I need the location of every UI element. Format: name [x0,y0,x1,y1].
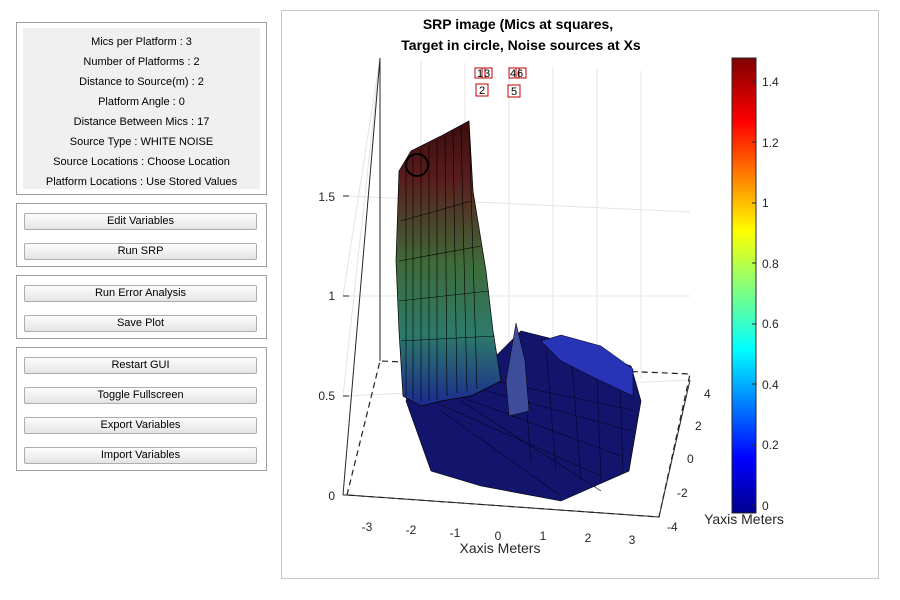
peak-mesh-lines [398,122,496,401]
utility-button-group: Restart GUI Toggle Fullscreen Export Var… [16,347,267,471]
mic-marker-1 [474,67,486,79]
mic-label-2: 2 [479,85,485,97]
colorbar-tick-0: 0 [762,499,769,513]
mic-marker-5 [507,84,521,98]
plot-title-line2: Target in circle, Noise sources at Xs [401,37,641,53]
export-variables-button[interactable]: Export Variables [24,417,257,434]
mic-label-1: 1 [477,68,483,80]
target-circle-marker [405,153,429,177]
info-distance-between-mics: Distance Between Mics : 17 [73,116,210,128]
info-source-locations: Source Locations : Choose Location [53,156,230,168]
y-axis-label: Yaxis Meters [704,511,784,527]
axes-floor-box [346,360,691,518]
axes-box-edges [342,57,381,496]
mic-label-5: 5 [511,86,517,98]
mic-marker-6 [515,67,527,79]
info-mics-per-platform: Mics per Platform : 3 [91,36,192,48]
x-tick--2: -2 [406,523,417,537]
info-platform-angle: Platform Angle : 0 [98,96,185,108]
y-axis-line [658,379,691,518]
toggle-fullscreen-button[interactable]: Toggle Fullscreen [24,387,257,404]
x-tick--3: -3 [362,520,373,534]
z-tick-0.5: 0.5 [318,389,335,403]
x-tick--1: -1 [450,526,461,540]
x-tick-3: 3 [629,533,636,547]
y-tick-4: 4 [704,387,711,401]
run-button-group: Edit Variables Run SRP [16,203,267,267]
y-tick-2: 2 [695,419,702,433]
z-tick-1.5: 1.5 [318,190,335,204]
mic-label-4: 4 [510,68,516,80]
colorbar-tick-1: 1 [762,196,769,210]
run-srp-button[interactable]: Run SRP [24,243,257,260]
surface-right-ridge [540,334,634,397]
colorbar-tick-1.4: 1.4 [762,75,779,89]
analysis-button-group: Run Error Analysis Save Plot [16,275,267,339]
y-tick--4: -4 [667,520,678,534]
srp-3d-plot[interactable]: SRP image (Mics at squares, Target in ci… [282,11,880,580]
mic-marker-4 [508,67,520,79]
info-platform-locations: Platform Locations : Use Stored Values [45,176,238,188]
x-tick-1: 1 [540,529,547,543]
colorbar-tick-0.2: 0.2 [762,438,779,452]
colorbar-tick-marks [752,81,756,506]
x-tick-0: 0 [495,529,502,543]
plot-title-line1: SRP image (Mics at squares, [423,16,613,32]
colorbar-tick-0.8: 0.8 [762,257,779,271]
y-tick-0: 0 [687,452,694,466]
surface-peak-region [395,120,502,407]
z-tick-0: 0 [328,489,335,503]
colorbar [731,57,757,514]
colorbar-tick-1.2: 1.2 [762,136,779,150]
info-number-of-platforms: Number of Platforms : 2 [83,56,200,68]
plot-panel: SRP image (Mics at squares, Target in ci… [281,10,879,579]
save-plot-button[interactable]: Save Plot [24,315,257,332]
info-source-type: Source Type : WHITE NOISE [69,136,214,148]
mic-marker-2 [475,83,489,97]
restart-gui-button[interactable]: Restart GUI [24,357,257,374]
surface-mesh-lines [420,340,637,497]
mic-label-6: 6 [517,68,523,80]
x-axis-line [346,494,660,518]
edit-variables-button[interactable]: Edit Variables [24,213,257,230]
import-variables-button[interactable]: Import Variables [24,447,257,464]
y-tick--2: -2 [677,486,688,500]
mic-marker-3 [481,67,493,79]
settings-info-panel: Mics per Platform : 3 Number of Platform… [16,22,267,195]
mic-label-3: 3 [484,68,490,80]
x-tick-2: 2 [585,531,592,545]
info-distance-to-source: Distance to Source(m) : 2 [79,76,204,88]
colorbar-tick-0.4: 0.4 [762,378,779,392]
mic-markers: 1 3 2 4 6 5 [474,67,527,98]
x-axis-label: Xaxis Meters [460,540,541,556]
colorbar-tick-0.6: 0.6 [762,317,779,331]
z-tick-1: 1 [328,289,335,303]
settings-info-box: Mics per Platform : 3 Number of Platform… [23,28,260,189]
surface-middle-bump [505,322,530,417]
run-error-analysis-button[interactable]: Run Error Analysis [24,285,257,302]
